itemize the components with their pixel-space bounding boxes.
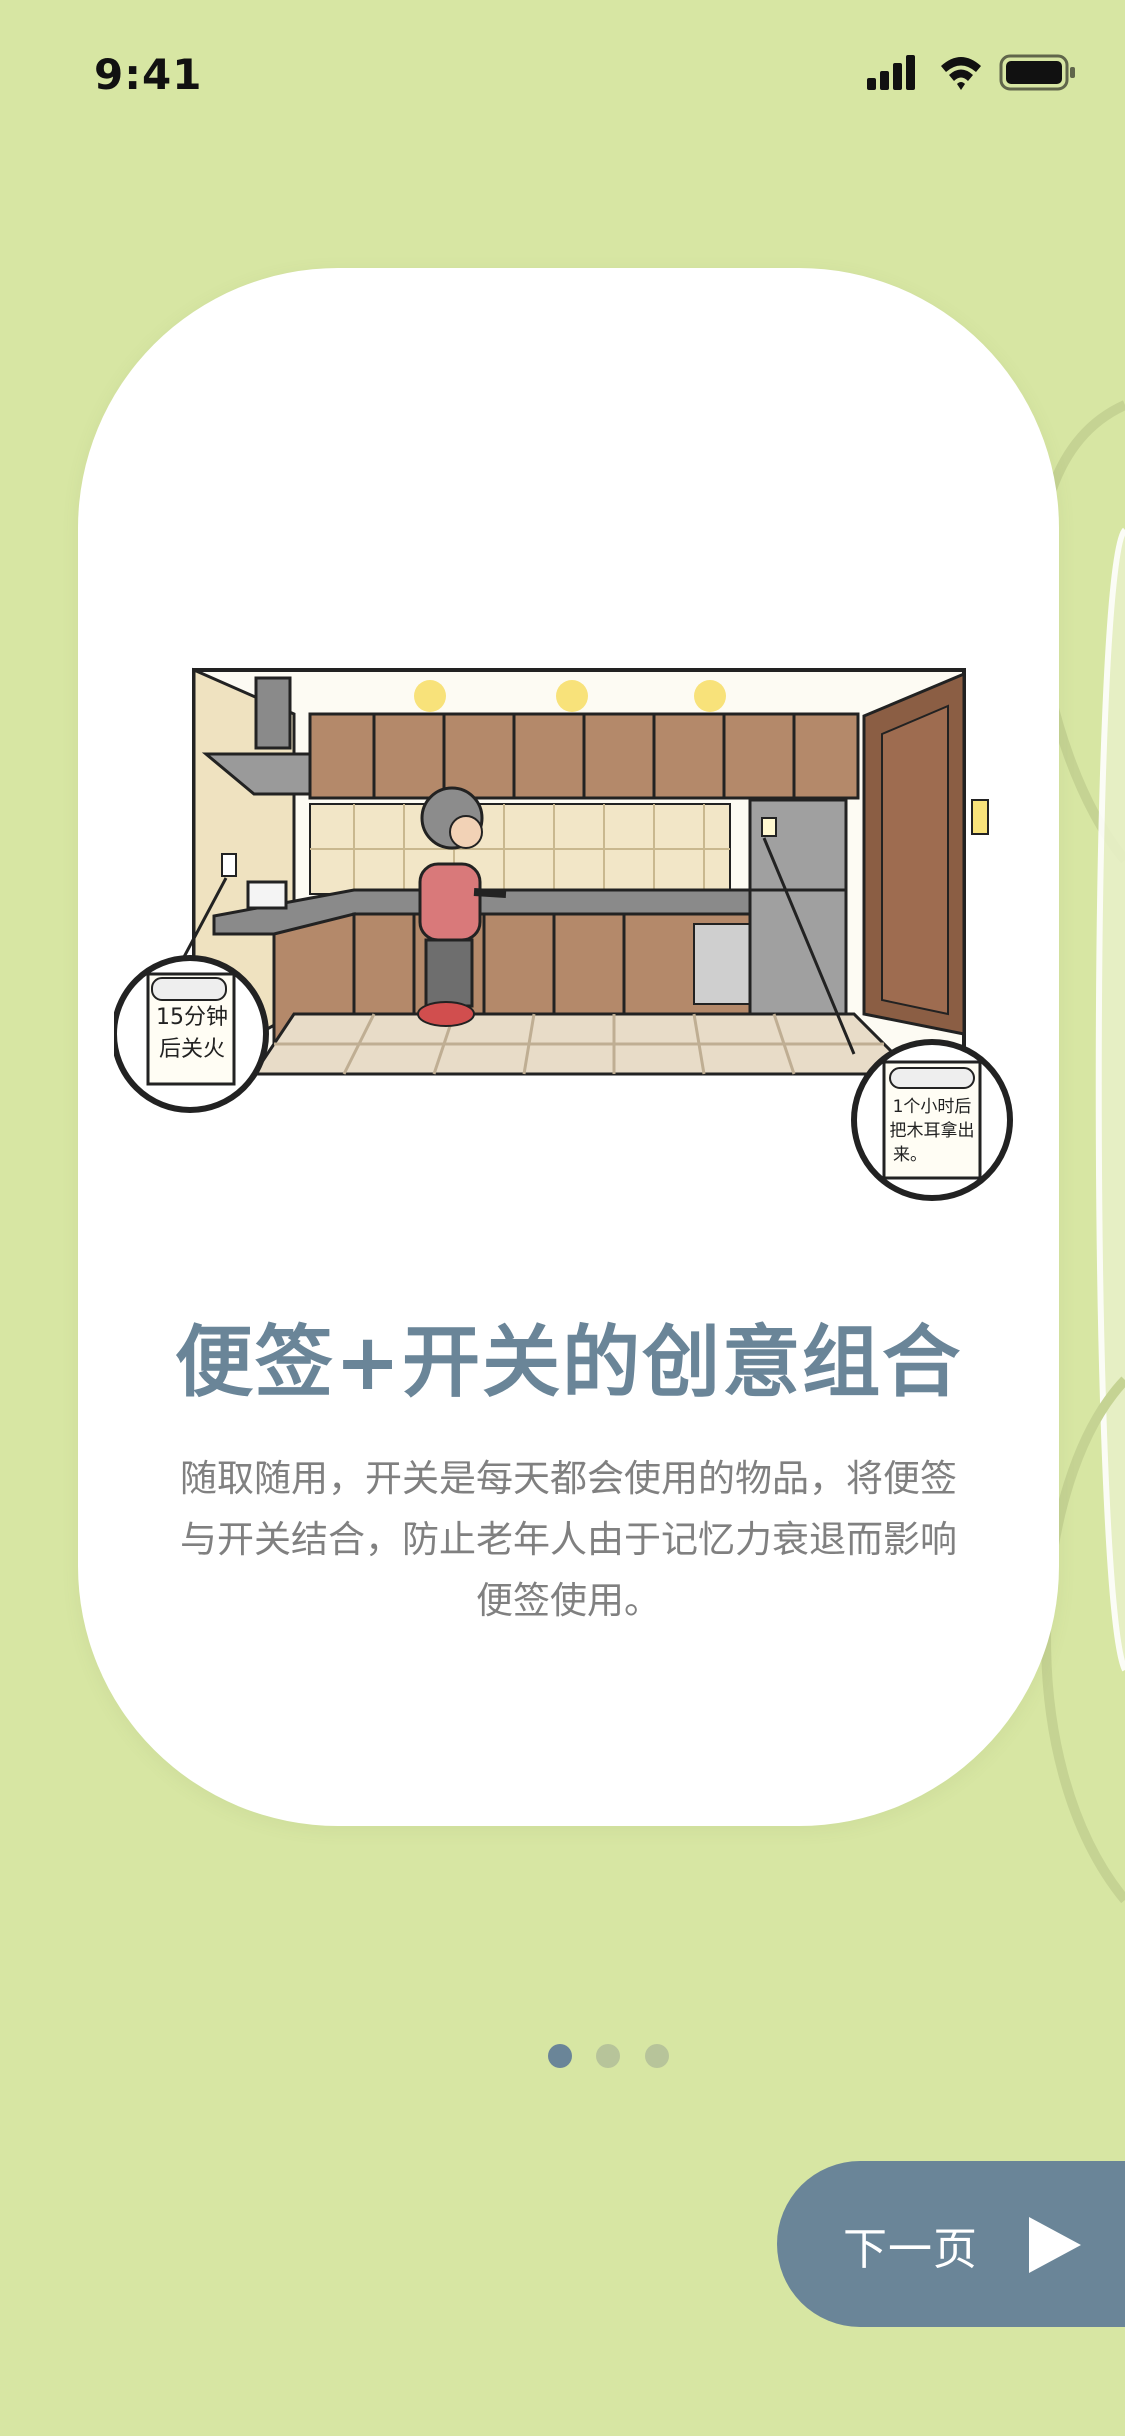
onboarding-card: 15分钟 后关火 1个小时后 把木耳拿出 来。 便签+开关的创意组合 随取随用，… xyxy=(78,268,1059,1826)
note-right-line3: 来。 xyxy=(893,1145,927,1165)
status-bar: 9:41 xyxy=(0,0,1125,140)
card-description: 随取随用，开关是每天都会使用的物品，将便签与开关结合，防止老年人由于记忆力衰退而… xyxy=(180,1457,957,1622)
kitchen-illustration: 15分钟 后关火 1个小时后 把木耳拿出 来。 xyxy=(114,667,1013,1201)
page-dot-active[interactable] xyxy=(548,2044,572,2068)
status-icons xyxy=(867,54,1075,91)
note-bubble-right: 1个小时后 把木耳拿出 来。 xyxy=(851,1039,1013,1201)
note-right-line1: 1个小时后 xyxy=(893,1097,972,1117)
note-left-line2: 后关火 xyxy=(159,1037,225,1062)
play-arrow-icon xyxy=(1029,2217,1081,2273)
page-dot[interactable] xyxy=(645,2044,669,2068)
wifi-icon xyxy=(941,57,981,90)
next-page-label: 下一页 xyxy=(843,2224,978,2275)
elderly-person-figure xyxy=(417,786,507,1027)
next-page-button[interactable]: 下一页 xyxy=(777,2161,1125,2327)
page-dot[interactable] xyxy=(596,2044,620,2068)
status-time: 9:41 xyxy=(94,50,203,99)
page-indicator xyxy=(548,2044,669,2068)
note-left-line1: 15分钟 xyxy=(156,1005,228,1030)
card-title: 便签+开关的创意组合 xyxy=(174,1318,963,1408)
signal-icon xyxy=(867,55,915,90)
battery-icon xyxy=(999,54,1075,91)
note-bubble-left: 15分钟 后关火 xyxy=(114,955,269,1113)
note-right-line2: 把木耳拿出 xyxy=(890,1120,975,1141)
